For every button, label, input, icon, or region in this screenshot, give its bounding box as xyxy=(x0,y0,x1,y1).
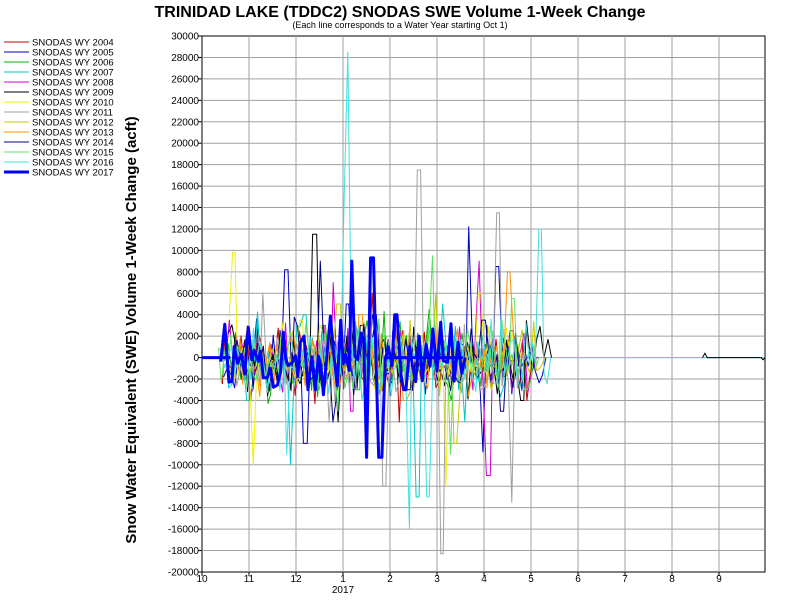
y-tick-label: 16000 xyxy=(171,182,199,193)
y-tick-label: -6000 xyxy=(173,417,199,428)
chart-subtitle: (Each line corresponds to a Water Year s… xyxy=(292,20,507,30)
y-tick-label: 2000 xyxy=(177,332,200,343)
series-line xyxy=(218,255,540,455)
legend-entry: SNODAS WY 2004 xyxy=(32,38,114,49)
y-tick-label: 10000 xyxy=(171,246,199,257)
legend-entry: SNODAS WY 2009 xyxy=(32,88,114,99)
x-tick-label: 3 xyxy=(434,574,440,585)
x-tick-label: 12 xyxy=(290,574,302,585)
x-tick-label: 11 xyxy=(244,574,255,585)
x-axis-ticks: 10 11 12 1 2 3 4 5 6 7 8 9 xyxy=(196,572,722,585)
legend-entry: SNODAS WY 2008 xyxy=(32,78,114,89)
y-tick-label: -18000 xyxy=(168,546,200,557)
y-tick-label: -12000 xyxy=(168,482,200,493)
x-tick-label: 7 xyxy=(622,574,628,585)
y-tick-label: 20000 xyxy=(171,139,199,150)
x-tick-label: 9 xyxy=(716,574,722,585)
flat-baseline-lines xyxy=(202,352,766,361)
y-tick-label: 12000 xyxy=(171,224,199,235)
y-tick-label: -4000 xyxy=(173,396,199,407)
legend-entry: SNODAS WY 2017 xyxy=(32,168,114,179)
y-tick-label: 18000 xyxy=(171,160,199,171)
x-tick-label: 5 xyxy=(528,574,534,585)
y-tick-label: 28000 xyxy=(171,53,199,64)
legend-entry: SNODAS WY 2011 xyxy=(32,108,113,119)
y-tick-label: 26000 xyxy=(171,74,199,85)
legend-entry: SNODAS WY 2007 xyxy=(32,68,114,79)
legend-entry: SNODAS WY 2016 xyxy=(32,158,114,169)
plot-area xyxy=(201,35,766,573)
y-tick-label: -16000 xyxy=(168,525,200,536)
x-tick-label: 8 xyxy=(669,574,675,585)
y-tick-label: -2000 xyxy=(173,375,199,386)
y-axis-label: Snow Water Equivalent (SWE) Volume 1-Wee… xyxy=(123,116,140,543)
y-tick-label: -10000 xyxy=(168,460,200,471)
x-tick-label: 1 xyxy=(340,574,346,585)
y-tick-label: 30000 xyxy=(171,32,199,43)
x-tick-label: 10 xyxy=(196,574,208,585)
legend-entry: SNODAS WY 2006 xyxy=(32,58,114,69)
x-tick-label: 2 xyxy=(387,574,393,585)
x-tick-label: 4 xyxy=(481,574,487,585)
legend-entry: SNODAS WY 2010 xyxy=(32,98,114,109)
chart-title: TRINIDAD LAKE (TDDC2) SNODAS SWE Volume … xyxy=(154,4,645,21)
series-tail-blip xyxy=(702,352,766,361)
y-tick-label: 14000 xyxy=(171,203,199,214)
y-tick-label: -20000 xyxy=(168,568,200,579)
y-tick-label: 0 xyxy=(193,353,199,364)
y-tick-label: 8000 xyxy=(177,267,200,278)
legend-entry: SNODAS WY 2015 xyxy=(32,148,114,159)
y-tick-label: 6000 xyxy=(177,289,200,300)
series-line xyxy=(233,260,528,423)
y-tick-label: 22000 xyxy=(171,117,199,128)
y-axis-ticks: 3000028000260002400022000200001800016000… xyxy=(168,32,202,579)
x-tick-label: 6 xyxy=(575,574,581,585)
legend-entry: SNODAS WY 2013 xyxy=(32,128,114,139)
y-tick-label: -14000 xyxy=(168,503,200,514)
legend-entry: SNODAS WY 2005 xyxy=(32,48,114,59)
y-tick-label: 4000 xyxy=(177,310,200,321)
legend-entry: SNODAS WY 2014 xyxy=(32,138,114,149)
x-gridlines xyxy=(248,36,720,572)
y-tick-label: 24000 xyxy=(171,96,199,107)
y-tick-label: -8000 xyxy=(173,439,199,450)
legend-entry: SNODAS WY 2012 xyxy=(32,118,114,129)
series-line xyxy=(219,256,467,459)
x-axis-year-label: 2017 xyxy=(332,585,355,596)
